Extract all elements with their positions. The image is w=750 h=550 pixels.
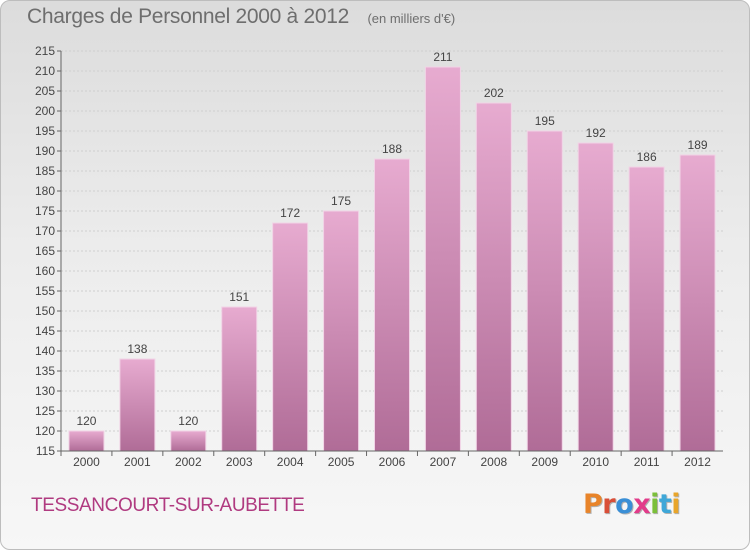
y-tick-labels: 115 120 125 130 135 140 145 150 155 160 165 170 175 1… bbox=[35, 44, 61, 458]
data-label: 202 bbox=[484, 86, 504, 100]
data-label: 211 bbox=[433, 50, 452, 64]
y-tick-label: 205 bbox=[35, 84, 55, 98]
data-label: 120 bbox=[178, 414, 198, 428]
x-tick-label: 2012 bbox=[684, 455, 711, 469]
bar-2001 bbox=[119, 358, 156, 452]
y-tick-label: 195 bbox=[35, 124, 55, 138]
bar-2010 bbox=[577, 142, 614, 452]
logo-letter: i bbox=[671, 489, 681, 520]
bar-2011 bbox=[628, 166, 665, 452]
bar-2000 bbox=[68, 430, 105, 452]
bar-2008 bbox=[475, 102, 512, 452]
x-tick-label: 2009 bbox=[531, 455, 558, 469]
y-tick-label: 200 bbox=[35, 104, 55, 118]
x-tick-label: 2004 bbox=[277, 455, 304, 469]
chart-title: Charges de Personnel 2000 à 2012 bbox=[27, 5, 349, 28]
logo-letter: i bbox=[650, 489, 659, 520]
y-tick-label: 125 bbox=[35, 404, 55, 418]
y-tick-label: 165 bbox=[35, 244, 55, 258]
bar-2009 bbox=[526, 130, 563, 452]
y-tick-label: 155 bbox=[35, 284, 55, 298]
x-tick-label: 2008 bbox=[480, 455, 507, 469]
y-tick-label: 170 bbox=[35, 224, 55, 238]
bar-2007 bbox=[424, 66, 461, 452]
logo-letter: P bbox=[583, 489, 603, 520]
data-label: 192 bbox=[586, 126, 606, 140]
y-tick-label: 185 bbox=[35, 164, 55, 178]
data-labels: 120 138 120 151 172 175 188 211 202 195 192 186 189 bbox=[76, 50, 707, 428]
data-label: 175 bbox=[331, 194, 351, 208]
x-tick-label: 2001 bbox=[124, 455, 151, 469]
bar-2006 bbox=[374, 158, 410, 452]
town-name: TESSANCOURT-SUR-AUBETTE bbox=[31, 495, 305, 516]
y-tick-label: 135 bbox=[35, 364, 55, 378]
y-tick-label: 210 bbox=[35, 64, 55, 78]
y-tick-label: 160 bbox=[35, 264, 55, 278]
title-row: Charges de Personnel 2000 à 2012 (en mil… bbox=[27, 5, 455, 29]
y-tick-label: 215 bbox=[35, 44, 55, 58]
logo-letter: o bbox=[615, 489, 634, 520]
data-label: 195 bbox=[535, 114, 555, 128]
data-label: 120 bbox=[76, 414, 96, 428]
y-tick-label: 120 bbox=[35, 424, 55, 438]
y-tick-label: 145 bbox=[35, 324, 55, 338]
y-tick-label: 140 bbox=[35, 344, 55, 358]
data-label: 188 bbox=[382, 142, 402, 156]
x-tick-label: 2010 bbox=[582, 455, 609, 469]
bar-2012 bbox=[679, 154, 716, 452]
y-tick-label: 115 bbox=[36, 444, 55, 458]
y-tick-label: 175 bbox=[35, 204, 55, 218]
y-tick-label: 180 bbox=[35, 184, 55, 198]
x-tick-label: 2005 bbox=[328, 455, 355, 469]
chart-subtitle: (en milliers d'€) bbox=[367, 11, 456, 26]
x-tick-label: 2003 bbox=[226, 455, 253, 469]
data-label: 186 bbox=[637, 150, 657, 164]
proxiti-logo[interactable]: Proxiti bbox=[583, 489, 681, 520]
logo-letter: t bbox=[658, 489, 672, 520]
x-tick-labels: 2000 2001 2002 2003 2004 2005 2006 2007 2008 2009… bbox=[60, 451, 711, 469]
bar-2003 bbox=[221, 306, 258, 452]
logo-letter: x bbox=[633, 489, 651, 520]
bar-2005 bbox=[323, 210, 360, 452]
y-tick-label: 190 bbox=[35, 144, 55, 158]
data-label: 189 bbox=[688, 138, 708, 152]
x-tick-label: 2000 bbox=[73, 455, 100, 469]
logo-letter: r bbox=[602, 489, 616, 520]
data-label: 151 bbox=[229, 290, 249, 304]
x-tick-label: 2011 bbox=[634, 455, 660, 469]
bar-2004 bbox=[272, 222, 309, 452]
y-tick-label: 130 bbox=[35, 384, 55, 398]
y-tick-label: 150 bbox=[35, 304, 55, 318]
bars bbox=[68, 66, 716, 452]
bar-2002 bbox=[170, 430, 207, 452]
x-tick-label: 2006 bbox=[379, 455, 406, 469]
data-label: 172 bbox=[280, 206, 300, 220]
x-tick-label: 2007 bbox=[430, 455, 457, 469]
data-label: 138 bbox=[127, 342, 147, 356]
x-tick-label: 2002 bbox=[175, 455, 202, 469]
